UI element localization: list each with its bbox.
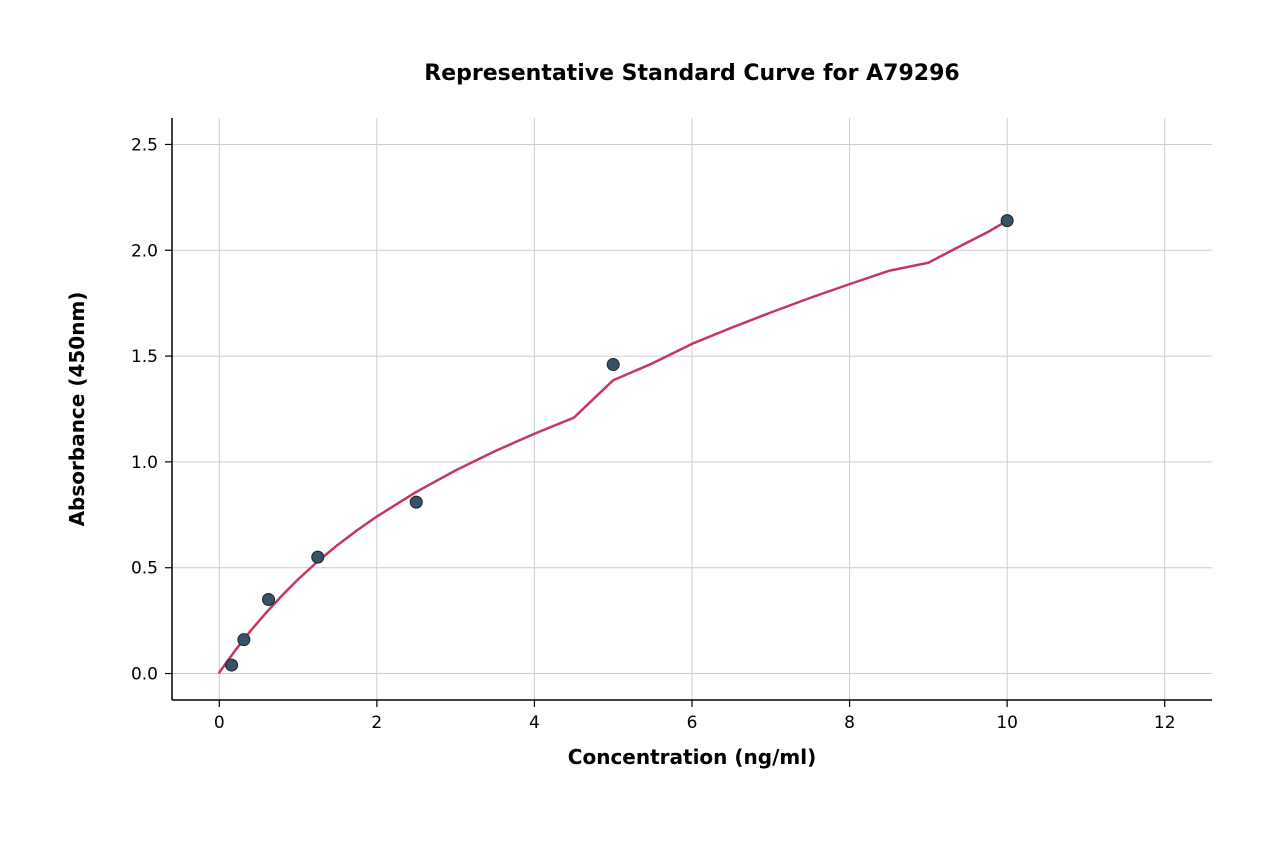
x-tick-label: 12 <box>1154 713 1176 733</box>
chart-title: Representative Standard Curve for A79296 <box>424 61 959 86</box>
data-point <box>1001 215 1013 227</box>
x-tick-label: 6 <box>687 713 698 733</box>
x-tick-label: 8 <box>844 713 855 733</box>
data-point <box>607 359 619 371</box>
fitted-curve <box>219 221 1007 673</box>
y-tick-label: 1.0 <box>131 453 158 473</box>
y-tick-label: 2.5 <box>131 135 158 155</box>
x-tick-label: 4 <box>529 713 540 733</box>
data-point <box>312 551 324 563</box>
data-point <box>263 593 275 605</box>
data-point <box>226 659 238 671</box>
chart-container: 0 2 4 6 8 10 12 0.0 0.5 1.0 1.5 2.0 2.5 Concentration… <box>0 0 1280 845</box>
data-point <box>410 496 422 508</box>
x-axis-label: Concentration (ng/ml) <box>568 745 816 769</box>
x-tick-label: 10 <box>996 713 1018 733</box>
data-point <box>238 634 250 646</box>
x-tick-label: 0 <box>214 713 225 733</box>
x-tick-label: 2 <box>371 713 382 733</box>
y-tick-label: 1.5 <box>131 347 158 367</box>
y-axis-label: Absorbance (450nm) <box>65 292 89 527</box>
y-tick-label: 0.0 <box>131 665 158 685</box>
y-tick-label: 0.5 <box>131 559 158 579</box>
chart-svg: 0 2 4 6 8 10 12 0.0 0.5 1.0 1.5 2.0 2.5 Concentration… <box>0 0 1280 845</box>
y-tick-label: 2.0 <box>131 241 158 261</box>
